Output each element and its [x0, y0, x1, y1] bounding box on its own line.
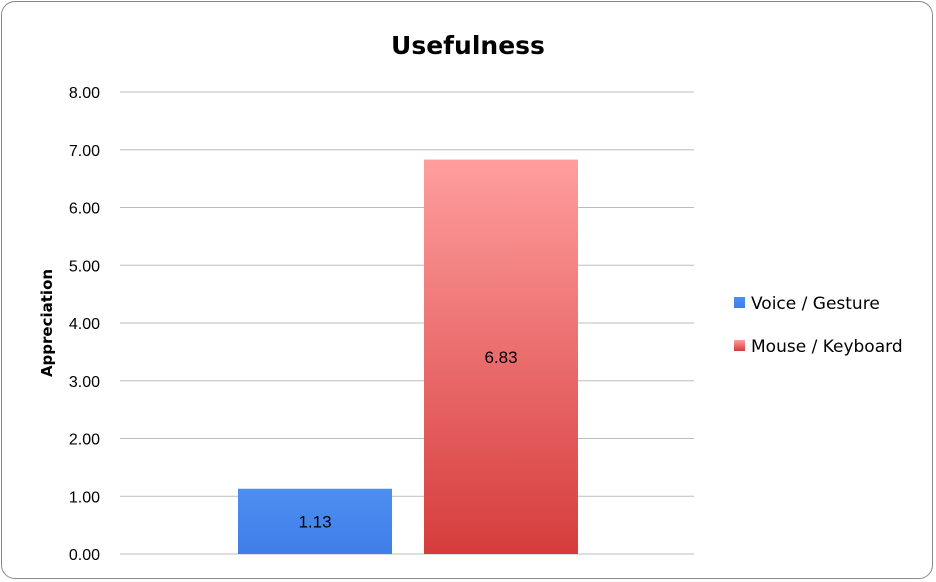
y-tick-label: 1.00 [69, 489, 100, 506]
legend-swatch [734, 340, 745, 351]
y-tick-label: 4.00 [69, 316, 100, 333]
y-tick-label: 5.00 [69, 258, 100, 275]
chart-title: Usefulness [391, 31, 545, 60]
legend-entry: Mouse / Keyboard [751, 337, 903, 357]
y-tick-labels: 0.00 1.00 2.00 3.00 4.00 5.00 6.00 7.00 8.00 [69, 85, 100, 564]
y-axis-label: Appreciation [38, 269, 56, 377]
y-tick-label: 6.00 [69, 201, 100, 218]
legend: Voice / Gesture Mouse / Keyboard [734, 294, 903, 357]
data-label: 1.13 [298, 512, 331, 531]
y-tick-label: 0.00 [69, 547, 100, 564]
bar [424, 159, 578, 554]
bar [238, 488, 392, 554]
gridlines [120, 91, 694, 555]
bars: 1.13 6.83 [238, 159, 578, 554]
y-tick-label: 2.00 [69, 432, 100, 449]
y-tick-label: 3.00 [69, 374, 100, 391]
data-label: 6.83 [484, 348, 517, 367]
y-tick-label: 7.00 [69, 143, 100, 160]
y-tick-label: 8.00 [69, 85, 100, 102]
legend-entry: Voice / Gesture [751, 294, 880, 314]
legend-swatch [734, 297, 745, 308]
